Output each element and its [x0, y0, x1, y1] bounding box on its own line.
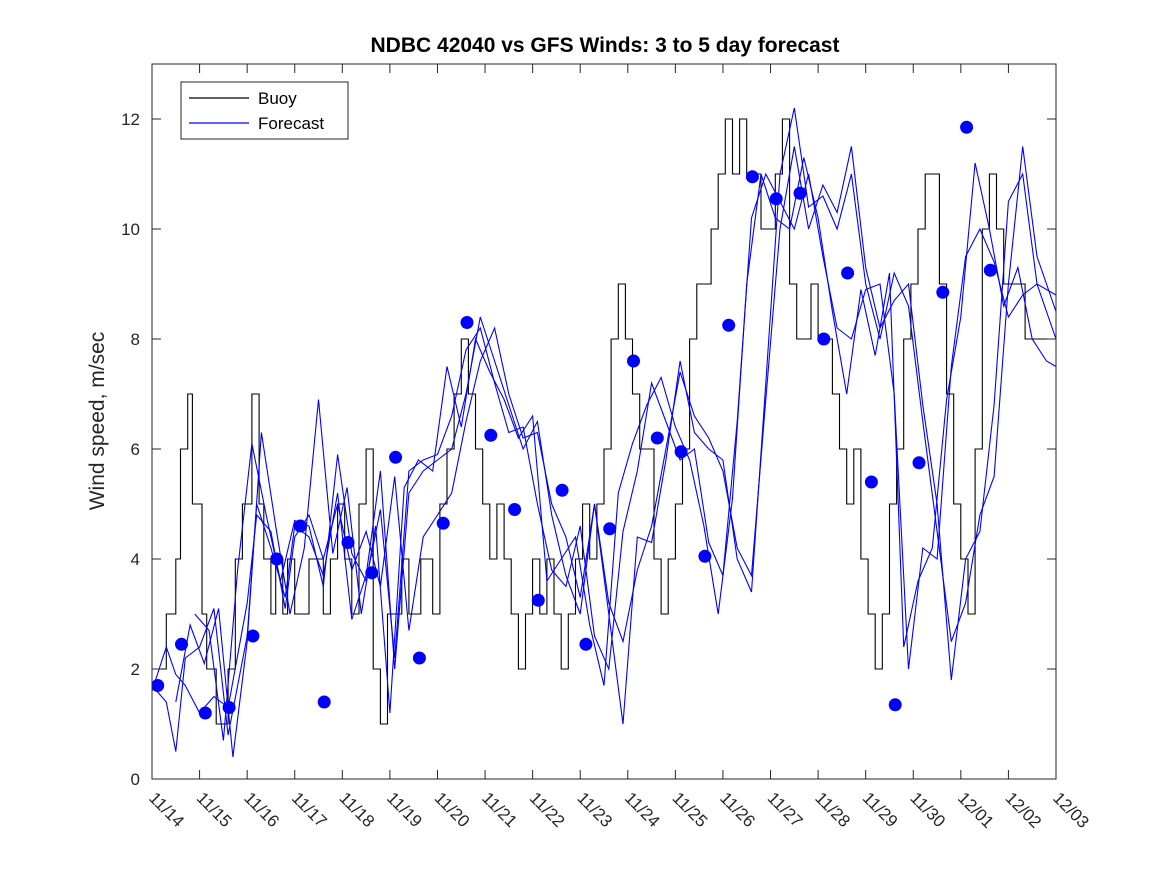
- forecast-marker: [460, 316, 474, 329]
- forecast-marker: [698, 549, 712, 563]
- x-tick-label: 12/01: [954, 788, 998, 832]
- y-tick-label: 4: [131, 550, 140, 569]
- x-tick-label: 11/26: [716, 788, 759, 831]
- x-tick-label: 11/24: [621, 788, 664, 831]
- forecast-marker: [912, 456, 926, 470]
- forecast-marker: [270, 552, 284, 566]
- forecast-marker: [508, 503, 522, 516]
- forecast-marker: [722, 318, 736, 332]
- x-tick-label: 11/22: [526, 788, 569, 831]
- x-tick-label: 11/16: [240, 788, 283, 831]
- forecast-marker: [983, 263, 997, 277]
- series-line-forecast-4: [194, 172, 1056, 741]
- forecast-marker: [222, 701, 236, 714]
- series-line-buoy: [152, 118, 1056, 725]
- legend-entry-buoy-label: Buoy: [258, 89, 297, 108]
- plot-series: [152, 107, 1056, 758]
- forecast-marker: [412, 651, 426, 665]
- forecast-marker: [579, 637, 593, 651]
- x-tick-label: 11/20: [431, 788, 474, 831]
- forecast-marker: [246, 629, 260, 643]
- y-axis-label: Wind speed, m/sec: [86, 332, 109, 511]
- y-tick-label: 8: [131, 330, 140, 349]
- x-tick-label: 11/18: [335, 788, 378, 831]
- forecast-marker: [484, 428, 498, 442]
- x-tick-label: 11/19: [383, 788, 426, 831]
- forecast-marker: [152, 679, 165, 692]
- x-tick-label: 11/28: [811, 788, 854, 831]
- x-tick-label: 11/30: [906, 788, 949, 831]
- y-tick-label: 0: [131, 770, 140, 789]
- forecast-marker: [341, 536, 355, 549]
- forecast-marker: [936, 285, 950, 299]
- legend: Buoy Forecast: [180, 81, 349, 140]
- forecast-marker: [175, 637, 188, 651]
- forecast-marker: [293, 519, 307, 533]
- x-tick-label: 12/03: [1049, 788, 1093, 832]
- legend-entry-forecast-label: Forecast: [258, 114, 324, 133]
- chart-title: NDBC 42040 vs GFS Winds: 3 to 5 day fore…: [371, 34, 840, 57]
- forecast-marker: [627, 354, 640, 368]
- y-tick-label: 12: [121, 110, 140, 129]
- series-line-forecast-2: [152, 107, 1056, 752]
- forecast-marker: [674, 445, 688, 459]
- forecast-marker: [603, 522, 617, 536]
- x-tick-label: 11/29: [859, 788, 902, 831]
- forecast-marker: [888, 698, 902, 712]
- forecast-marker: [317, 695, 331, 709]
- x-tick-label: 12/02: [1002, 788, 1046, 832]
- forecast-marker: [817, 332, 831, 346]
- x-tick-label: 11/14: [145, 788, 188, 831]
- forecast-marker: [793, 186, 807, 200]
- plot-area: [152, 64, 1056, 779]
- x-tick-label: 11/25: [669, 788, 712, 831]
- forecast-marker: [769, 192, 783, 206]
- forecast-marker: [389, 450, 403, 464]
- x-tick-label: 11/15: [193, 788, 236, 831]
- forecast-marker: [864, 475, 878, 489]
- x-tick-label: 11/21: [478, 788, 521, 831]
- series-line-forecast-3: [175, 157, 1056, 758]
- plot-background: [152, 64, 1056, 779]
- forecast-marker: [198, 706, 212, 720]
- forecast-marker: [841, 266, 855, 280]
- y-tick-label: 6: [131, 440, 140, 459]
- forecast-marker: [960, 120, 974, 134]
- x-tick-label: 11/23: [573, 788, 616, 831]
- x-tick-label: 11/27: [764, 788, 807, 831]
- forecast-marker: [745, 170, 759, 184]
- y-tick-label: 2: [131, 660, 140, 679]
- forecast-marker: [555, 483, 569, 497]
- forecast-marker: [650, 431, 664, 445]
- axes-box: [151, 63, 1057, 780]
- x-tick-label: 11/17: [288, 788, 331, 831]
- forecast-marker: [436, 516, 450, 530]
- legend-box: [180, 81, 349, 140]
- y-tick-label: 10: [121, 220, 140, 239]
- forecast-marker: [365, 566, 379, 580]
- forecast-marker: [531, 593, 545, 607]
